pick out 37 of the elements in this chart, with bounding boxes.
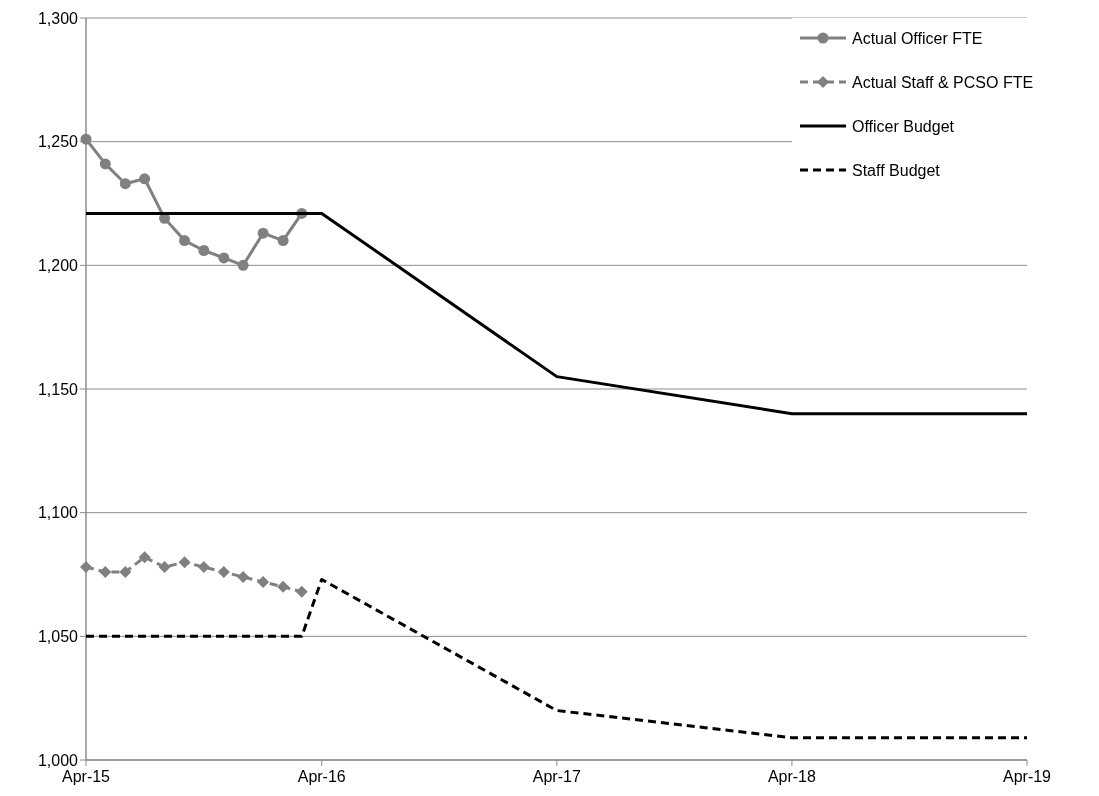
point	[178, 556, 191, 569]
y-tick-label: 1,300	[37, 9, 79, 27]
x-tick-label: Apr-15	[61, 768, 111, 785]
point	[237, 259, 249, 271]
point	[217, 566, 230, 579]
legend-label: Officer Budget	[852, 117, 955, 135]
y-tick-label: 1,000	[37, 751, 79, 769]
point	[99, 158, 111, 170]
point	[237, 570, 250, 583]
point	[119, 566, 132, 579]
point	[138, 551, 151, 564]
y-tick-label: 1,250	[37, 133, 79, 151]
point	[179, 235, 191, 247]
point	[277, 235, 289, 247]
x-tick-label: Apr-19	[1002, 768, 1052, 785]
legend-label: Actual Staff & PCSO FTE	[852, 73, 1034, 91]
x-tick-label: Apr-16	[297, 768, 346, 785]
point	[257, 227, 269, 239]
point	[119, 178, 131, 190]
x-tick-label: Apr-18	[767, 768, 817, 785]
point	[218, 252, 230, 264]
legend-label: Staff Budget	[852, 161, 941, 179]
y-tick-label: 1,050	[37, 627, 79, 645]
y-tick-label: 1,150	[37, 380, 79, 398]
point	[80, 561, 92, 574]
x-tick-label: Apr-17	[532, 768, 581, 785]
point	[139, 173, 151, 185]
point	[198, 244, 210, 256]
point	[158, 561, 171, 574]
point	[99, 566, 112, 579]
legend-label: Actual Officer FTE	[852, 29, 983, 47]
y-tick-label: 1,200	[37, 256, 79, 274]
point	[197, 561, 210, 574]
point	[295, 585, 308, 598]
point	[257, 575, 270, 588]
y-tick-label: 1,100	[37, 504, 79, 522]
point	[277, 580, 290, 593]
